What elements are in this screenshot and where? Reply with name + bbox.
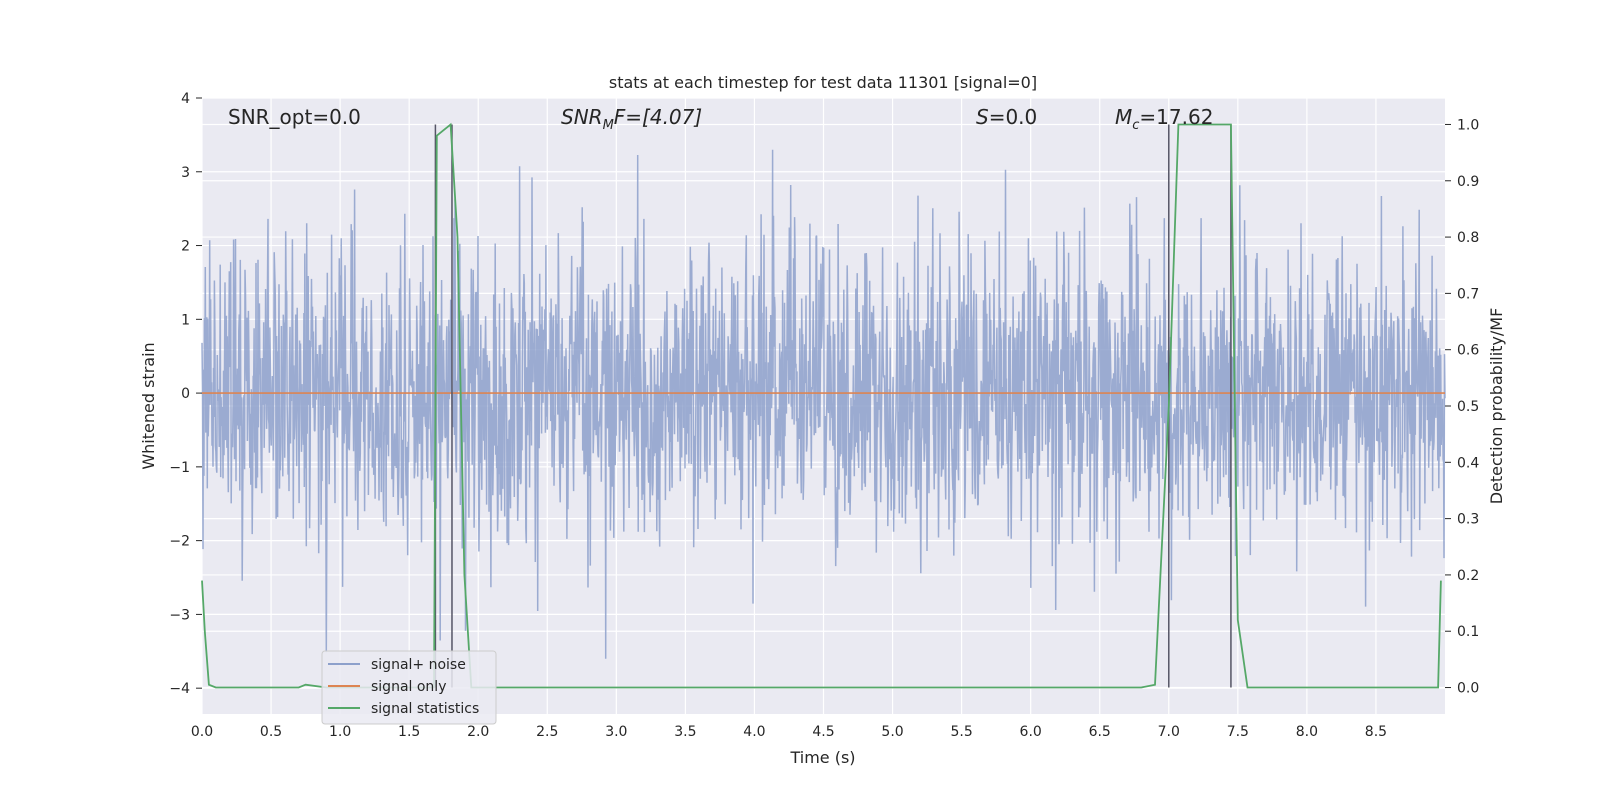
snr-mf-symbol: SNR (561, 105, 603, 129)
x-tick-label: 1.0 (329, 724, 351, 740)
y-tick-label: −4 (169, 681, 190, 697)
x-tick-label: 5.0 (881, 724, 903, 740)
legend-label-signal-only: signal only (371, 679, 446, 695)
x-tick-label: 6.5 (1089, 724, 1111, 740)
series-signal-noise (201, 149, 1446, 659)
y-right-tick-label: 0.2 (1457, 568, 1479, 584)
s-symbol: S (976, 105, 989, 129)
y-right-axis-ticks: 1.0 0.9 0.8 0.7 0.6 0.5 0.4 0.3 0.2 0.1 0.0 (1445, 117, 1479, 697)
y-tick-label: −2 (169, 534, 190, 550)
signal-statistics-line (201, 122, 1442, 689)
x-tick-label: 3.0 (605, 724, 627, 740)
snr-mf-rest: F=[4.07] (614, 105, 702, 129)
y-right-tick-label: 0.9 (1457, 174, 1479, 190)
y-right-tick-label: 1.0 (1457, 117, 1479, 133)
y-right-tick-label: 0.8 (1457, 230, 1479, 246)
x-tick-label: 2.5 (536, 724, 558, 740)
y-tick-label: 1 (181, 312, 190, 328)
y-tick-label: 0 (181, 386, 190, 402)
y-tick-label: 2 (181, 239, 190, 255)
x-tick-label: 4.5 (812, 724, 834, 740)
x-tick-label: 3.5 (674, 724, 696, 740)
snr-mf-subscript: M (603, 118, 614, 133)
y-tick-label: 3 (181, 165, 190, 181)
y-axis-label: Whitened strain (139, 342, 158, 469)
legend-label-signal-noise: signal+ noise (371, 657, 466, 673)
legend-box (321, 650, 497, 725)
x-tick-label: 2.0 (467, 724, 489, 740)
x-tick-label: 0.0 (191, 724, 213, 740)
x-axis-label: Time (s) (789, 748, 855, 767)
y-tick-label: −1 (169, 460, 190, 476)
mc-subscript: c (1132, 118, 1139, 133)
noise-line (201, 149, 1446, 659)
y-right-tick-label: 0.6 (1457, 343, 1479, 359)
y-right-tick-label: 0.5 (1457, 399, 1479, 415)
annotation-mc: Mc=17.62 (1115, 105, 1213, 133)
x-tick-label: 4.0 (743, 724, 765, 740)
annotation-s: S=0.0 (976, 105, 1037, 129)
x-tick-label: 6.0 (1020, 724, 1042, 740)
mc-symbol: M (1115, 105, 1132, 129)
x-tick-label: 7.0 (1158, 724, 1180, 740)
y-tick-label: 4 (181, 91, 190, 107)
y-right-tick-label: 0.3 (1457, 512, 1479, 528)
annotation-snr-opt: SNR_opt=0.0 (228, 105, 361, 129)
y-tick-label: −3 (169, 607, 190, 623)
chart-title: stats at each timestep for test data 113… (609, 73, 1037, 92)
x-tick-label: 5.5 (950, 724, 972, 740)
y-right-tick-label: 0.7 (1457, 286, 1479, 302)
y-right-axis-label: Detection probability/MF (1487, 308, 1506, 505)
y-right-tick-label: 0.1 (1457, 624, 1479, 640)
y-right-tick-label: 0.0 (1457, 681, 1479, 697)
legend-label-signal-statistics: signal statistics (371, 701, 479, 717)
x-tick-label: 1.5 (398, 724, 420, 740)
y-right-tick-label: 0.4 (1457, 455, 1479, 471)
legend: signal+ noise signal only signal statist… (321, 650, 497, 725)
y-axis-ticks: 4 3 2 1 0 −1 −2 −3 −4 (169, 91, 202, 697)
x-tick-label: 8.0 (1296, 724, 1318, 740)
x-tick-label: 7.5 (1227, 724, 1249, 740)
series-signal-statistics (201, 122, 1442, 689)
x-axis-ticks: 0.0 0.5 1.0 1.5 2.0 2.5 3.0 3.5 4.0 4.5 5.0 5.5 6.0 6… (191, 724, 1387, 740)
annotation-snr-mf: SNRMF=[4.07] (561, 105, 702, 133)
s-value: =0.0 (989, 105, 1038, 129)
x-tick-label: 8.5 (1365, 724, 1387, 740)
mc-value: =17.62 (1139, 105, 1213, 129)
x-tick-label: 0.5 (260, 724, 282, 740)
